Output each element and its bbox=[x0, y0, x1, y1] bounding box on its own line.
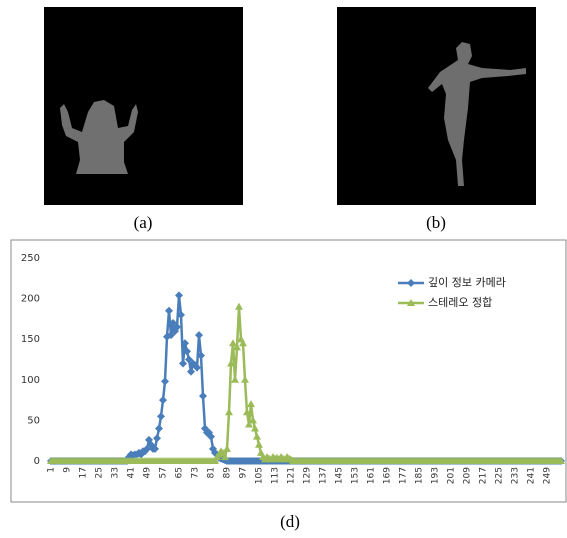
x-tick-label: 145 bbox=[335, 467, 345, 484]
caption: (b) bbox=[426, 213, 446, 232]
x-tick-label: 185 bbox=[415, 467, 425, 484]
x-tick-label: 17 bbox=[79, 467, 89, 478]
x-tick-label: 161 bbox=[367, 467, 377, 484]
depth-image-b bbox=[337, 7, 536, 205]
y-tick-label: 200 bbox=[21, 294, 40, 305]
x-tick-label: 153 bbox=[351, 467, 361, 484]
x-tick-label: 113 bbox=[271, 467, 281, 484]
x-tick-label: 49 bbox=[143, 467, 153, 479]
x-tick-label: 233 bbox=[511, 467, 521, 484]
x-tick-label: 65 bbox=[175, 467, 185, 478]
x-tick-label: 249 bbox=[543, 467, 553, 484]
x-tick-label: 57 bbox=[159, 467, 169, 478]
x-tick-label: 241 bbox=[527, 467, 537, 484]
y-tick-label: 0 bbox=[34, 456, 40, 467]
legend-label: 스테레오 정합 bbox=[428, 296, 492, 309]
x-tick-label: 25 bbox=[95, 467, 105, 478]
x-tick-label: 193 bbox=[431, 467, 441, 484]
x-tick-label: 121 bbox=[287, 467, 297, 484]
x-tick-label: 137 bbox=[319, 467, 329, 484]
x-tick-label: 129 bbox=[303, 467, 313, 484]
x-tick-label: 1 bbox=[47, 467, 57, 473]
figure: (a) (b) (d) 0 50 100 150 200 250 19 17 25 33 41 49 5… bbox=[0, 0, 567, 538]
figure-svg: (a) (b) (d) 0 50 100 150 200 250 19 17 25 33 41 49 5… bbox=[0, 0, 567, 538]
y-tick-label: 150 bbox=[21, 334, 40, 345]
x-tick-label: 41 bbox=[127, 467, 137, 478]
x-tick-label: 225 bbox=[495, 467, 505, 484]
x-tick-label: 201 bbox=[447, 467, 457, 484]
x-tick-label: 81 bbox=[207, 467, 217, 478]
x-tick-label: 97 bbox=[239, 467, 249, 478]
x-tick-label: 89 bbox=[223, 467, 233, 479]
caption: (d) bbox=[280, 512, 300, 531]
y-tick-label: 100 bbox=[21, 375, 40, 386]
x-tick-label: 33 bbox=[111, 467, 121, 478]
x-tick-label: 169 bbox=[383, 467, 393, 484]
legend-label: 깊이 정보 카메라 bbox=[428, 276, 506, 289]
y-tick-label: 50 bbox=[27, 415, 40, 426]
y-tick-label: 250 bbox=[21, 253, 40, 264]
x-tick-label: 9 bbox=[63, 467, 73, 473]
x-tick-label: 209 bbox=[463, 467, 473, 484]
depth-image-a bbox=[44, 7, 243, 205]
x-tick-label: 73 bbox=[191, 467, 201, 478]
caption: (a) bbox=[134, 213, 153, 232]
x-tick-label: 105 bbox=[255, 467, 265, 484]
x-tick-label: 177 bbox=[399, 467, 409, 484]
x-tick-label: 217 bbox=[479, 467, 489, 484]
